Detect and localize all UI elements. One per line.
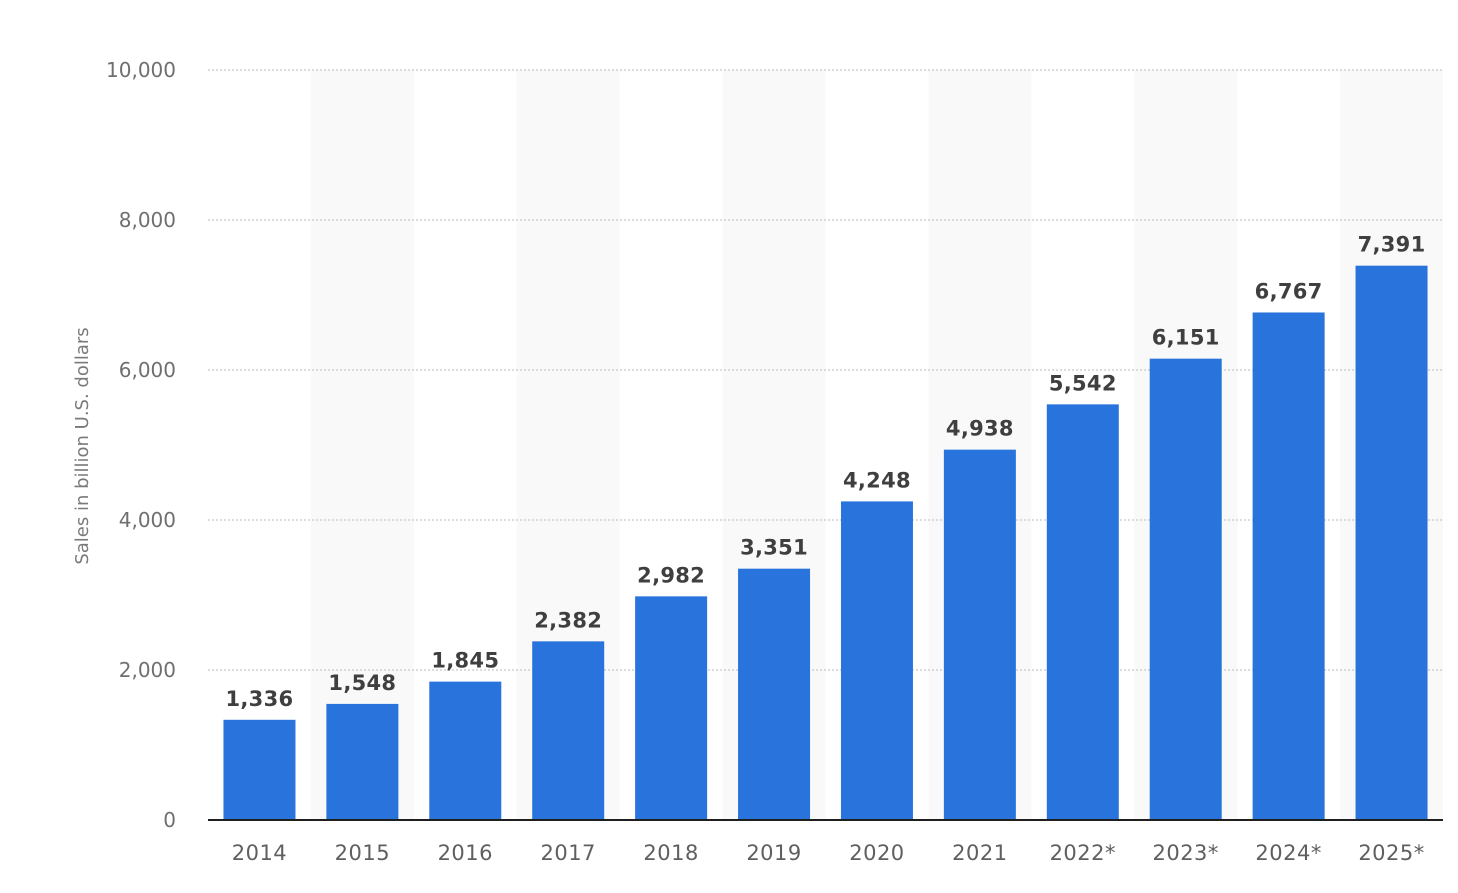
bar [1252, 312, 1325, 820]
x-tick-label: 2022* [1050, 841, 1116, 865]
bar [738, 568, 811, 820]
y-tick-label: 2,000 [119, 658, 176, 682]
value-label: 6,151 [1152, 326, 1220, 350]
bar [429, 681, 502, 820]
background-band [310, 70, 414, 820]
x-tick-label: 2024* [1255, 841, 1321, 865]
value-label: 1,845 [431, 649, 499, 673]
x-tick-label: 2025* [1358, 841, 1424, 865]
bar [943, 449, 1016, 820]
y-axis-title: Sales in billion U.S. dollars [72, 327, 93, 564]
value-label: 2,382 [534, 608, 602, 632]
value-label: 7,391 [1358, 233, 1426, 257]
x-tick-label: 2014 [232, 841, 287, 865]
y-tick-label: 8,000 [119, 208, 176, 232]
bar [635, 596, 708, 820]
x-tick-label: 2019 [746, 841, 801, 865]
value-label: 2,982 [637, 563, 705, 587]
value-labels: 1,336 1,548 1,845 2,382 2,982 3,351 4,248 4,938… [225, 233, 1425, 711]
x-tick-label: 2016 [438, 841, 493, 865]
bar [326, 703, 399, 820]
bar [1355, 265, 1428, 820]
value-label: 4,938 [946, 417, 1014, 441]
bars [223, 265, 1428, 820]
value-label: 4,248 [843, 468, 911, 492]
bar [532, 641, 605, 820]
bar [1149, 358, 1222, 820]
value-label: 3,351 [740, 536, 808, 560]
value-label: 1,548 [328, 671, 396, 695]
bar [223, 719, 296, 820]
x-tick-label: 2020 [849, 841, 904, 865]
bar [840, 501, 913, 820]
y-tick-label: 4,000 [119, 508, 176, 532]
x-tick-label: 2018 [643, 841, 698, 865]
value-label: 1,336 [225, 687, 293, 711]
y-axis-ticks: 0 2,000 4,000 6,000 8,000 10,000 [106, 58, 176, 832]
value-label: 5,542 [1049, 371, 1117, 395]
y-tick-label: 10,000 [106, 58, 176, 82]
x-tick-label: 2023* [1152, 841, 1218, 865]
y-tick-label: 6,000 [119, 358, 176, 382]
x-tick-label: 2017 [540, 841, 595, 865]
gridlines [208, 69, 1443, 671]
x-tick-label: 2015 [335, 841, 390, 865]
x-axis-labels: 2014 2015 2016 2017 2018 2019 2020 2021 2022* 202… [232, 841, 1425, 865]
x-tick-label: 2021 [952, 841, 1007, 865]
y-tick-label: 0 [163, 808, 176, 832]
bar [1046, 404, 1119, 820]
value-label: 6,767 [1255, 279, 1323, 303]
